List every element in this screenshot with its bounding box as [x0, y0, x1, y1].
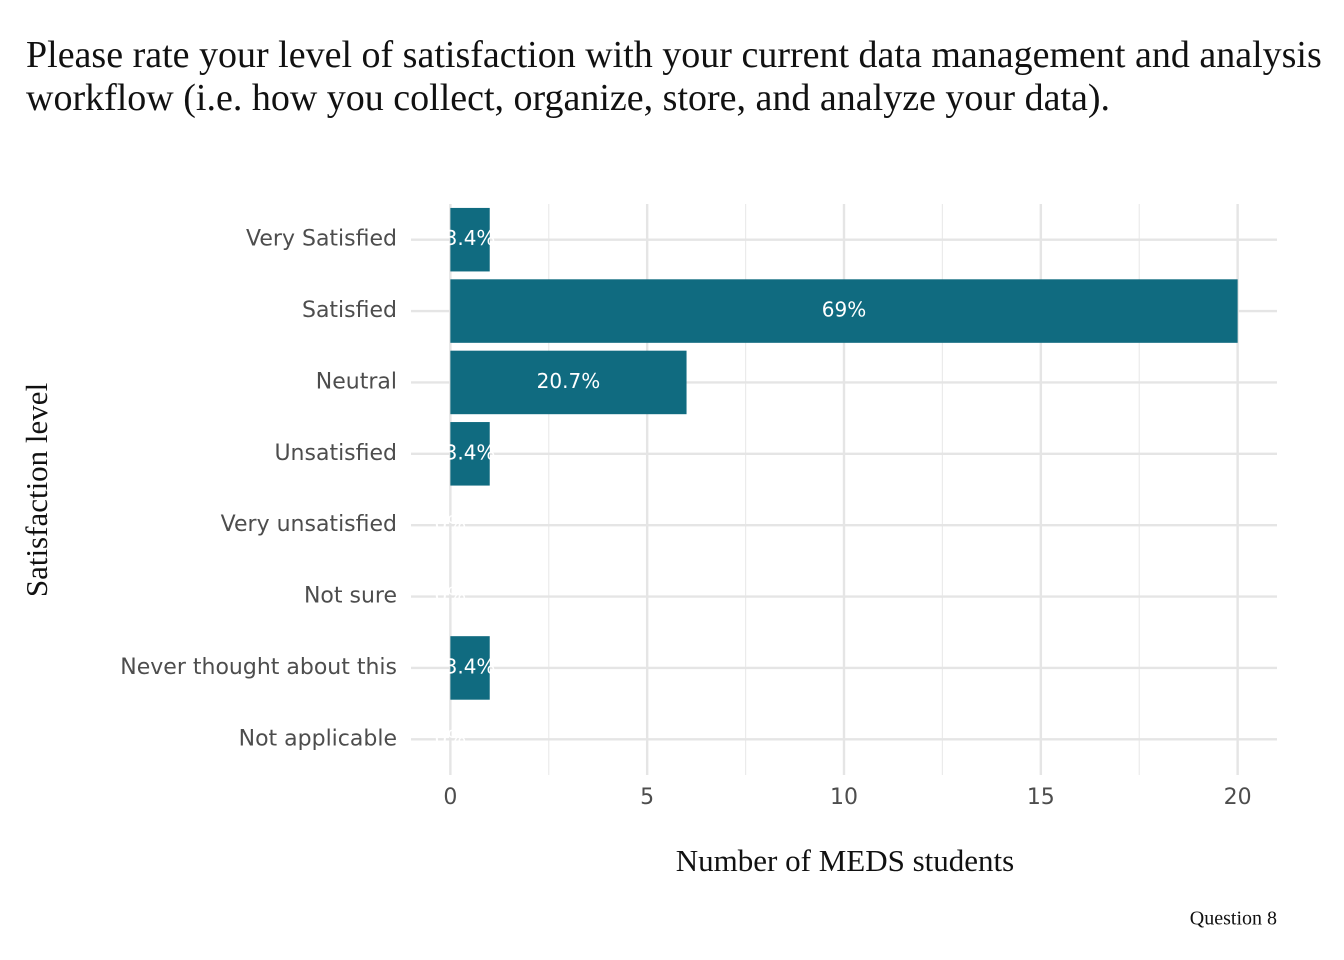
- x-axis-title: Number of MEDS students: [676, 843, 1014, 878]
- y-tick-label: Very Satisfied: [246, 227, 397, 252]
- bar-label: 20.7%: [537, 369, 601, 393]
- chart-title: Please rate your level of satisfaction w…: [26, 34, 1322, 119]
- caption: Question 8: [1190, 908, 1277, 930]
- y-tick-label: Very unsatisfied: [221, 512, 397, 537]
- x-tick-label: 15: [1027, 785, 1055, 810]
- bar: [450, 350, 687, 415]
- x-tick-label: 5: [640, 785, 654, 810]
- bar: [450, 279, 1238, 343]
- bar: [450, 207, 490, 272]
- bar-label: 3.4%: [445, 654, 496, 678]
- y-tick-label: Not sure: [304, 584, 397, 609]
- bar-label: 3.4%: [445, 440, 496, 464]
- bar: [450, 636, 490, 700]
- bar-label: 0%: [434, 512, 466, 536]
- bar-label: 69%: [822, 298, 866, 322]
- bar-label: 3.4%: [445, 226, 496, 250]
- x-tick-label: 20: [1224, 785, 1252, 810]
- x-tick-label: 0: [443, 785, 457, 810]
- bar-label: 0%: [434, 726, 466, 750]
- bar-label: 0%: [434, 583, 466, 607]
- y-tick-label: Not applicable: [239, 726, 397, 751]
- y-tick-label: Unsatisfied: [274, 441, 397, 466]
- y-tick-label: Satisfied: [302, 298, 397, 323]
- bar: [450, 422, 490, 486]
- y-axis-title: Satisfaction level: [19, 383, 54, 597]
- x-tick-label: 10: [830, 785, 858, 810]
- y-tick-label: Neutral: [316, 369, 397, 394]
- y-tick-label: Never thought about this: [120, 655, 397, 680]
